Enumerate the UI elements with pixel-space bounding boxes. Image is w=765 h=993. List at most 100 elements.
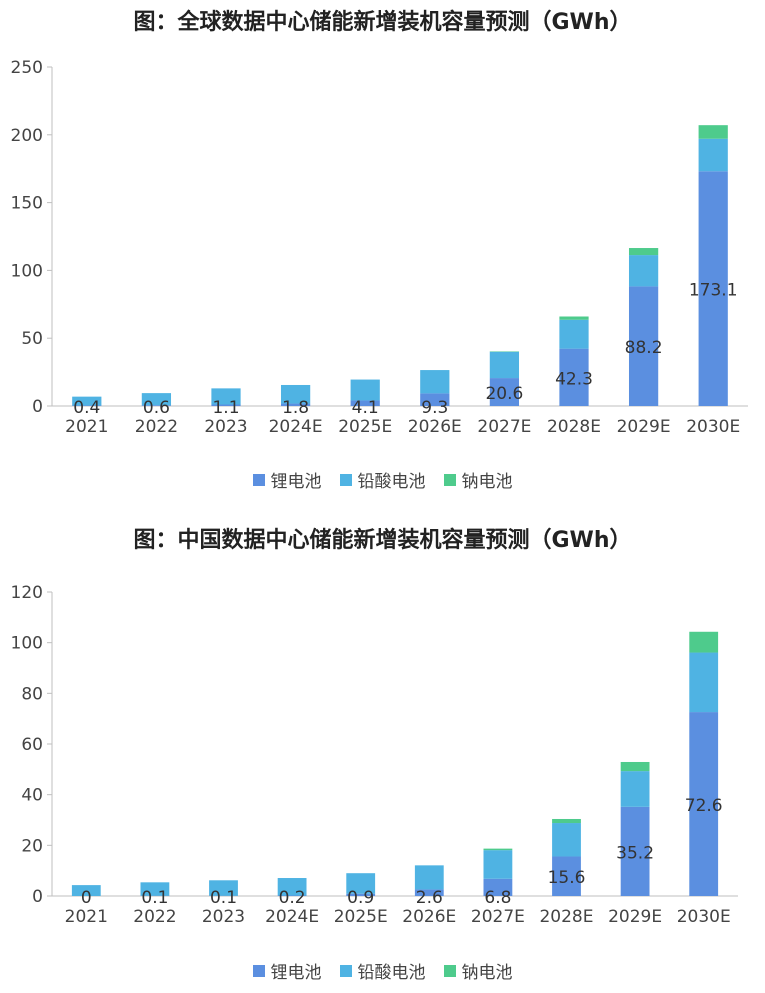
china-chart-plot: 0204060801001202021020220.120230.12024E0… bbox=[11, 583, 738, 927]
x-tick-label: 2027E bbox=[471, 907, 525, 927]
x-tick-label: 2022 bbox=[135, 417, 178, 437]
legend-item-sodium: 钠电池 bbox=[443, 958, 513, 983]
y-tick-label: 200 bbox=[11, 126, 43, 146]
x-tick-label: 2025E bbox=[338, 417, 392, 437]
bar-segment-lead-acid bbox=[350, 379, 380, 401]
chart-title: 图：中国数据中心储能新增装机容量预测（GWh） bbox=[133, 528, 632, 553]
bar-segment-sodium bbox=[698, 125, 728, 139]
bar-segment-lead-acid bbox=[420, 370, 450, 394]
bar-segment-lithium bbox=[346, 893, 376, 896]
bar-segment-lithium bbox=[350, 400, 380, 406]
legend-item-lithium: 锂电池 bbox=[252, 958, 322, 983]
china-chart: 图：中国数据中心储能新增装机容量预测（GWh） 0 20 40 60 80 100 120 2… bbox=[0, 518, 765, 993]
bar-segment-lithium bbox=[277, 895, 307, 896]
data-label: 0.1 bbox=[141, 888, 168, 908]
y-tick-label: 80 bbox=[21, 684, 43, 704]
bar-segment-lead-acid bbox=[71, 885, 101, 896]
y-tick-label: 60 bbox=[21, 735, 43, 755]
data-label: 0.2 bbox=[279, 888, 306, 908]
bar-segment-sodium bbox=[689, 631, 719, 653]
bar-segment-lithium bbox=[72, 405, 102, 406]
bar-segment-lead-acid bbox=[489, 351, 520, 379]
x-tick-label: 2026E bbox=[402, 907, 456, 927]
bar-segment-lithium bbox=[141, 405, 172, 406]
data-label: 173.1 bbox=[689, 281, 738, 301]
x-tick-label: 2028E bbox=[547, 417, 601, 437]
bar-segment-sodium bbox=[559, 316, 589, 320]
x-tick-label: 2026E bbox=[408, 417, 462, 437]
x-tick-label: 2022 bbox=[133, 907, 176, 927]
bar-segment-lead-acid bbox=[280, 384, 311, 404]
x-tick-label: 2029E bbox=[617, 417, 671, 437]
bar-segment-lead-acid bbox=[559, 319, 589, 349]
y-tick-label: 250 bbox=[11, 58, 43, 78]
bar-segment-lead-acid bbox=[698, 138, 728, 172]
bar-segment-lithium bbox=[483, 878, 513, 896]
x-tick-label: 2030E bbox=[677, 907, 731, 927]
data-label: 72.6 bbox=[685, 796, 723, 816]
chart-title: 图：全球数据中心储能新增装机容量预测（GWh） bbox=[133, 10, 632, 35]
legend-item-sodium: 钠电池 bbox=[443, 467, 513, 492]
x-tick-label: 2023 bbox=[204, 417, 247, 437]
bar-segment-lithium bbox=[489, 378, 520, 406]
bar-segment-lead-acid bbox=[277, 878, 307, 896]
y-tick-label: 20 bbox=[21, 836, 43, 856]
y-tick-label: 100 bbox=[11, 261, 43, 281]
bar-segment-lead-acid bbox=[552, 823, 581, 857]
data-label: 4.1 bbox=[352, 398, 379, 418]
x-tick-label: 2021 bbox=[65, 417, 108, 437]
data-label: 15.6 bbox=[548, 868, 586, 888]
data-label: 6.8 bbox=[484, 888, 511, 908]
bar-segment-lead-acid bbox=[346, 873, 376, 894]
global-chart: 图：全球数据中心储能新增装机容量预测（GWh） 0 50 100 150 200 250 2… bbox=[0, 10, 765, 492]
y-tick-label: 120 bbox=[11, 583, 43, 603]
legend-item-lead-acid: 铅酸电池 bbox=[339, 958, 426, 983]
bar-segment-lithium bbox=[620, 806, 650, 896]
legend: 锂电池 铅酸电池 钠电池 bbox=[0, 958, 765, 983]
x-tick-label: 2027E bbox=[477, 417, 531, 437]
bar-segment-sodium bbox=[628, 248, 659, 256]
legend: 锂电池 铅酸电池 钠电池 bbox=[0, 467, 765, 492]
data-label: 35.2 bbox=[616, 843, 654, 863]
data-label: 0.6 bbox=[143, 398, 170, 418]
bar-segment-lithium bbox=[552, 856, 581, 896]
y-tick-label: 100 bbox=[11, 634, 43, 654]
y-tick-label: 0 bbox=[32, 397, 43, 417]
x-tick-label: 2025E bbox=[334, 907, 388, 927]
legend-item-lithium: 锂电池 bbox=[252, 467, 322, 492]
x-tick-label: 2028E bbox=[539, 907, 593, 927]
y-tick-label: 0 bbox=[32, 887, 43, 907]
bar-segment-lithium bbox=[628, 286, 659, 406]
y-tick-label: 150 bbox=[11, 194, 43, 214]
bar-segment-lead-acid bbox=[209, 880, 238, 896]
legend-item-lead-acid: 铅酸电池 bbox=[339, 467, 426, 492]
x-tick-label: 2021 bbox=[65, 907, 108, 927]
x-tick-label: 2030E bbox=[686, 417, 740, 437]
x-tick-label: 2023 bbox=[202, 907, 245, 927]
bar-segment-lithium bbox=[559, 348, 589, 406]
y-tick-label: 50 bbox=[21, 329, 43, 349]
data-label: 88.2 bbox=[625, 338, 663, 358]
bar-segment-lithium bbox=[414, 889, 444, 896]
bar-segment-lead-acid bbox=[414, 865, 444, 890]
data-label: 0 bbox=[81, 888, 92, 908]
data-label: 9.3 bbox=[421, 398, 448, 418]
bar-segment-lithium bbox=[689, 712, 719, 896]
data-label: 1.8 bbox=[282, 398, 309, 418]
bar-segment-lead-acid bbox=[72, 396, 102, 406]
bar-segment-lead-acid bbox=[211, 388, 241, 405]
bar-segment-lithium bbox=[698, 171, 728, 406]
bar-segment-lead-acid bbox=[141, 393, 172, 406]
bar-segment-sodium bbox=[552, 818, 581, 824]
bar-segment-lithium bbox=[420, 393, 450, 406]
data-label: 2.6 bbox=[416, 888, 443, 908]
x-tick-label: 2024E bbox=[265, 907, 319, 927]
data-label: 20.6 bbox=[485, 384, 523, 404]
bar-segment-lead-acid bbox=[140, 882, 170, 896]
bar-segment-lead-acid bbox=[628, 255, 659, 287]
data-label: 42.3 bbox=[555, 369, 593, 389]
bar-segment-sodium bbox=[483, 848, 513, 851]
bar-segment-lead-acid bbox=[483, 850, 513, 879]
y-tick-label: 40 bbox=[21, 786, 43, 806]
